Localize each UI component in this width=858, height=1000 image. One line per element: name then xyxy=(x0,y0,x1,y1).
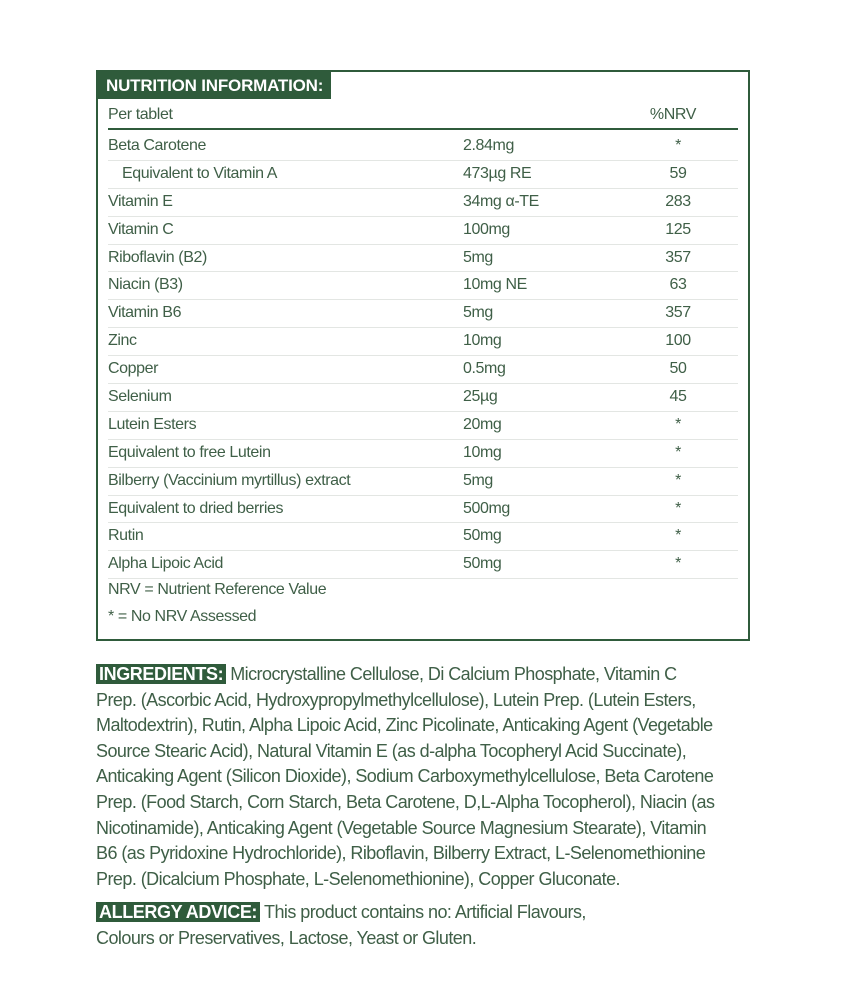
nutrient-amount: 10mg xyxy=(463,443,502,461)
note-nrv: NRV = Nutrient Reference Value xyxy=(108,581,327,598)
ingredients-line: Nicotinamide), Anticaking Agent (Vegetab… xyxy=(96,816,714,842)
ingredients-line: Maltodextrin), Rutin, Alpha Lipoic Acid,… xyxy=(96,713,714,739)
nutrient-nrv: 357 xyxy=(665,248,691,266)
ingredients-text: Anticaking Agent (Silicon Dioxide), Sodi… xyxy=(96,766,714,787)
nutrient-amount: 10mg NE xyxy=(463,276,527,294)
nutrient-nrv: 45 xyxy=(669,388,687,406)
table-row: Zinc 10mg 100 xyxy=(108,328,738,357)
table-row: Rutin 50mg * xyxy=(108,523,738,552)
ingredients-line: Prep. (Food Starch, Corn Starch, Beta Ca… xyxy=(96,790,715,816)
nutrient-name: Vitamin C xyxy=(108,220,174,238)
header-nrv: %NRV xyxy=(649,106,697,123)
ingredients-line: Prep. (Ascorbic Acid, Hydroxypropylmethy… xyxy=(96,688,714,714)
nutrient-name: Rutin xyxy=(108,527,144,545)
nutrient-amount: 473µg RE xyxy=(463,164,532,182)
note-asterisk: * = No NRV Assessed xyxy=(108,608,257,625)
nutrient-name: Vitamin E xyxy=(108,192,173,210)
table-row: Riboflavin (B2) 5mg 357 xyxy=(108,245,738,273)
nutrient-amount: 50mg xyxy=(463,527,502,545)
allergy-section: ALLERGY ADVICE: This product contains no:… xyxy=(96,900,586,951)
allergy-label: ALLERGY ADVICE: xyxy=(96,902,261,922)
nutrient-amount: 5mg xyxy=(463,471,493,489)
nutrient-nrv: 357 xyxy=(665,304,691,322)
nutrient-name: Equivalent to dried berries xyxy=(108,499,284,517)
nutrient-nrv: 125 xyxy=(665,220,691,238)
table-row: Selenium 25µg 45 xyxy=(108,384,738,412)
ingredients-text: Maltodextrin), Rutin, Alpha Lipoic Acid,… xyxy=(96,715,713,736)
ingredients-label: INGREDIENTS: xyxy=(96,664,227,684)
nutrient-name: Lutein Esters xyxy=(108,415,197,433)
table-row: Alpha Lipoic Acid 50mg * xyxy=(108,551,738,580)
nutrition-table: NUTRITION INFORMATION: Per tablet %NRV B… xyxy=(96,70,750,641)
nutrient-nrv: 100 xyxy=(665,332,691,350)
table-row: Vitamin E 34mg α-TE 283 xyxy=(108,189,738,217)
nutrient-amount: 5mg xyxy=(463,248,493,266)
nutrient-nrv: 63 xyxy=(669,276,687,294)
nutrient-amount: 34mg α-TE xyxy=(463,192,539,210)
nutrient-name: Vitamin B6 xyxy=(108,304,182,322)
ingredients-text: Microcrystalline Cellulose, Di Calcium P… xyxy=(230,664,677,684)
nutrient-amount: 25µg xyxy=(463,388,498,406)
nutrient-name: Zinc xyxy=(108,332,137,350)
table-row: Niacin (B3) 10mg NE 63 xyxy=(108,272,738,301)
ingredients-text: Prep. (Ascorbic Acid, Hydroxypropylmethy… xyxy=(96,689,696,710)
allergy-text: Colours or Preservatives, Lactose, Yeast… xyxy=(96,927,477,948)
nutrient-name: Riboflavin (B2) xyxy=(108,248,207,266)
ingredients-section: INGREDIENTS: Microcrystalline Cellulose, … xyxy=(96,662,715,893)
table-header: Per tablet %NRV xyxy=(108,102,738,130)
ingredients-line: INGREDIENTS: Microcrystalline Cellulose, … xyxy=(96,662,714,688)
nutrient-nrv: 283 xyxy=(665,192,691,210)
allergy-line: Colours or Preservatives, Lactose, Yeast… xyxy=(96,926,586,952)
table-row: Equivalent to dried berries 500mg * xyxy=(108,496,738,524)
ingredients-text: Prep. (Food Starch, Corn Starch, Beta Ca… xyxy=(96,791,715,812)
header-per-tablet: Per tablet xyxy=(108,106,173,123)
table-row: Beta Carotene 2.84mg * xyxy=(108,133,738,161)
nutrient-amount: 50mg xyxy=(463,555,502,573)
nutrient-name: Equivalent to Vitamin A xyxy=(122,164,278,182)
allergy-line: ALLERGY ADVICE: This product contains no:… xyxy=(96,900,586,926)
table-row: Vitamin C 100mg 125 xyxy=(108,217,738,245)
nutrient-amount: 20mg xyxy=(463,415,502,433)
table-row: Bilberry (Vaccinium myrtillus) extract 5m… xyxy=(108,468,738,496)
table-row: Equivalent to Vitamin A 473µg RE 59 xyxy=(108,161,738,189)
nutrient-nrv: * xyxy=(675,415,681,433)
nutrition-title: NUTRITION INFORMATION: xyxy=(98,72,332,99)
nutrient-nrv: 59 xyxy=(669,164,687,182)
nutrient-amount: 5mg xyxy=(463,304,493,322)
nutrient-amount: 2.84mg xyxy=(463,137,514,154)
nutrient-nrv: * xyxy=(675,527,681,545)
ingredients-text: Source Stearic Acid), Natural Vitamin E … xyxy=(96,740,687,761)
ingredients-text: Prep. (Dicalcium Phosphate, L-Selenometh… xyxy=(96,868,621,889)
nutrient-name: Niacin (B3) xyxy=(108,276,183,294)
nutrient-amount: 500mg xyxy=(463,499,510,517)
nutrient-nrv: * xyxy=(675,137,681,154)
nutrient-nrv: 50 xyxy=(669,360,687,378)
nutrition-rows: Beta Carotene 2.84mg * Equivalent to Vitami… xyxy=(108,133,738,580)
ingredients-line: Prep. (Dicalcium Phosphate, L-Selenometh… xyxy=(96,867,714,893)
nutrient-amount: 100mg xyxy=(463,220,510,238)
ingredients-text: Nicotinamide), Anticaking Agent (Vegetab… xyxy=(96,817,707,838)
table-row: Lutein Esters 20mg * xyxy=(108,412,738,440)
nutrient-amount: 10mg xyxy=(463,332,502,350)
nutrient-name: Copper xyxy=(108,360,159,378)
table-notes: NRV = Nutrient Reference Value * = No NR… xyxy=(108,576,327,630)
ingredients-line: Source Stearic Acid), Natural Vitamin E … xyxy=(96,739,714,765)
nutrient-name: Beta Carotene xyxy=(108,137,206,154)
ingredients-text: B6 (as Pyridoxine Hydrochloride), Ribofl… xyxy=(96,843,706,864)
nutrient-name: Equivalent to free Lutein xyxy=(108,443,271,461)
nutrient-name: Bilberry (Vaccinium myrtillus) extract xyxy=(108,471,351,489)
ingredients-line: Anticaking Agent (Silicon Dioxide), Sodi… xyxy=(96,764,714,790)
table-row: Vitamin B6 5mg 357 xyxy=(108,300,738,329)
nutrient-name: Alpha Lipoic Acid xyxy=(108,555,224,573)
nutrient-amount: 0.5mg xyxy=(463,360,506,378)
nutrient-nrv: * xyxy=(675,471,681,489)
nutrient-nrv: * xyxy=(675,443,681,461)
allergy-text: This product contains no: Artificial Fla… xyxy=(264,902,586,922)
table-row: Copper 0.5mg 50 xyxy=(108,356,738,385)
ingredients-line: B6 (as Pyridoxine Hydrochloride), Ribofl… xyxy=(96,841,714,867)
table-row: Equivalent to free Lutein 10mg * xyxy=(108,440,738,468)
nutrient-nrv: * xyxy=(675,499,681,517)
nutrient-nrv: * xyxy=(675,555,681,573)
nutrient-name: Selenium xyxy=(108,388,172,406)
